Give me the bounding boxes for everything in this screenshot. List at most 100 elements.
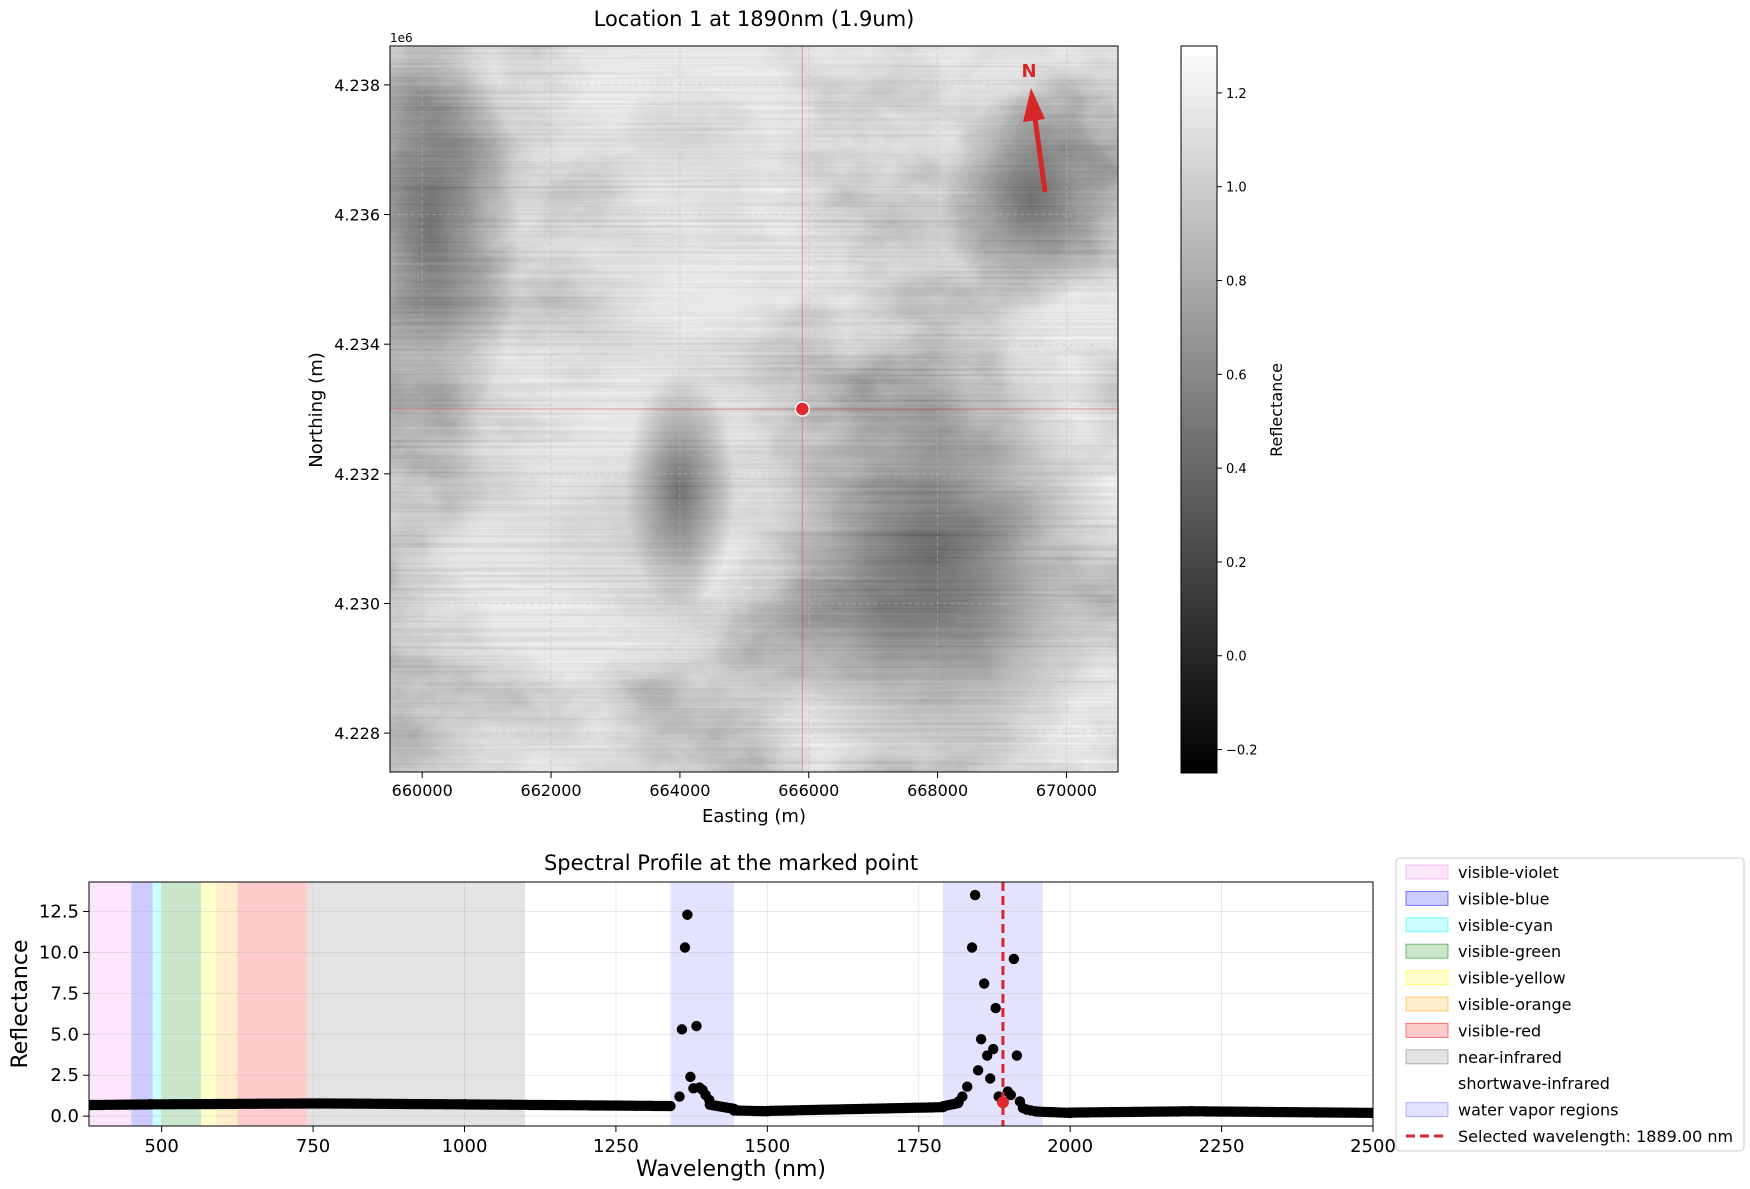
spectral-y-tick-label: 5.0	[50, 1024, 79, 1045]
region-visible-blue	[131, 882, 153, 1126]
map-y-ticks: 4.228 4.230 4.232 4.234 4.236 4.238	[334, 76, 390, 743]
spectral-point	[703, 1094, 715, 1105]
spectral-point	[1011, 1050, 1023, 1061]
legend-label: visible-violet	[1458, 863, 1559, 882]
map-frame	[389, 45, 1119, 773]
legend-label: visible-orange	[1458, 995, 1572, 1014]
spectral-point	[985, 1073, 996, 1084]
map-y-tick-label: 4.228	[334, 724, 380, 743]
region-visible-red	[237, 882, 308, 1126]
spectral-y-tick-label: 10.0	[39, 942, 79, 963]
map-x-tick-label: 670000	[1036, 781, 1097, 800]
legend-label: shortwave-infrared	[1458, 1074, 1610, 1093]
north-label: N	[1021, 61, 1036, 82]
spectral-x-tick-label: 750	[296, 1136, 330, 1157]
spectral-point	[981, 1050, 993, 1061]
spectral-x-tick-label: 500	[144, 1136, 178, 1157]
spectral-points	[89, 889, 1373, 1119]
map-x-tick-label: 664000	[649, 781, 710, 800]
colorbar-tick-label: 1.2	[1226, 87, 1247, 102]
spectral-ylabel: Reflectance	[8, 939, 33, 1068]
north-arrow: N	[1021, 61, 1048, 193]
spectral-point	[969, 889, 981, 901]
legend-swatch-near-infrared	[1405, 1049, 1449, 1065]
spectral-x-tick-label: 1500	[744, 1136, 790, 1157]
spectral-x-tick-label: 1750	[896, 1136, 942, 1157]
colorbar-tick-label: 0.6	[1226, 368, 1247, 383]
map-x-tick-label: 662000	[521, 781, 582, 800]
spectral-y-tick-label: 12.5	[39, 901, 79, 922]
spectral-y-tick-label: 7.5	[50, 983, 79, 1004]
spectral-point	[975, 1034, 987, 1045]
colorbar-tick-label: 0.4	[1226, 462, 1247, 477]
spectral-point	[682, 909, 693, 920]
colorbar-ticks: −0.2 0.0 0.2 0.4 0.6 0.8 1.0 1.2	[1217, 87, 1258, 759]
map-x-ticks: 660000 662000 664000 666000 668000 670000	[392, 772, 1097, 800]
map-ylabel: Northing (m)	[306, 352, 327, 467]
spectral-y-tick-label: 0.0	[50, 1106, 79, 1127]
legend-label: Selected wavelength: 1889.00 nm	[1458, 1127, 1733, 1146]
legend-box	[1395, 857, 1745, 1152]
selected-point	[996, 1096, 1009, 1109]
legend-swatch-visible-violet	[1405, 864, 1449, 880]
spectral-point	[966, 942, 978, 953]
legend-label: visible-yellow	[1458, 969, 1566, 988]
region-visible-violet	[89, 882, 132, 1126]
colorbar	[1180, 45, 1218, 774]
spectral-xlabel: Wavelength (nm)	[636, 1157, 826, 1182]
spectral-y-tick-label: 2.5	[50, 1065, 79, 1086]
region-visible-cyan	[152, 882, 162, 1126]
legend-swatch-water vapor regions	[1405, 1102, 1449, 1118]
spectral-x-tick-label: 1250	[593, 1136, 639, 1157]
marked-point	[794, 401, 811, 417]
north-arrow-shaft	[1032, 117, 1048, 193]
spectral-point	[1005, 1089, 1017, 1101]
legend-label: water vapor regions	[1458, 1101, 1619, 1120]
spectral-x-ticks: 500 750 1000 1250 1500 1750 2000 2250 2500	[144, 1126, 1396, 1157]
y-offset-label: 1e6	[390, 31, 413, 45]
spectral-point	[990, 1002, 1001, 1014]
legend-swatch-visible-red	[1405, 1022, 1449, 1038]
map-y-tick-label: 4.238	[334, 76, 380, 95]
map-x-tick-label: 666000	[778, 781, 839, 800]
colorbar-tick-label: −0.2	[1226, 744, 1258, 759]
colorbar-tick-label: 0.0	[1226, 650, 1247, 665]
map-x-tick-label: 660000	[392, 781, 453, 800]
map-y-tick-label: 4.232	[334, 465, 380, 484]
legend-label: visible-cyan	[1458, 916, 1553, 935]
spectral-point	[691, 1020, 702, 1032]
spectral-x-tick-label: 1000	[442, 1136, 488, 1157]
colorbar-label: Reflectance	[1267, 363, 1286, 457]
spectral-point	[978, 978, 990, 989]
spectral-point	[1367, 1107, 1373, 1119]
region-visible-green	[161, 882, 202, 1126]
legend-swatch-visible-blue	[1405, 890, 1449, 906]
spectral-point	[962, 1081, 973, 1092]
spectral-point	[1008, 953, 1020, 965]
spectral-point	[685, 1071, 696, 1083]
spectral-point	[972, 1065, 984, 1076]
map-xlabel: Easting (m)	[702, 806, 806, 827]
spectral-x-tick-label: 2250	[1199, 1136, 1245, 1157]
spectral-point	[676, 1024, 688, 1035]
spectral-title: Spectral Profile at the marked point	[544, 851, 918, 875]
map-title: Location 1 at 1890nm (1.9um)	[594, 7, 915, 31]
colorbar-tick-label: 0.2	[1226, 556, 1247, 571]
spectral-point	[957, 1091, 968, 1102]
map-x-tick-label: 668000	[907, 781, 968, 800]
map-grid	[390, 46, 1118, 772]
region-visible-yellow	[201, 882, 217, 1126]
legend-swatch-visible-orange	[1405, 996, 1449, 1012]
legend: visible-violet visible-blue visible-cyan vi…	[1395, 857, 1745, 1152]
legend-swatch-shortwave-infrared	[1406, 1076, 1448, 1090]
legend-label: visible-blue	[1458, 889, 1550, 908]
spectral-point	[665, 1100, 676, 1112]
colorbar-tick-label: 0.8	[1226, 275, 1247, 290]
spectral-y-ticks: 0.0 2.5 5.0 7.5 10.0 12.5	[39, 901, 89, 1127]
spectral-frame	[88, 881, 1374, 1127]
spectral-point	[674, 1091, 685, 1102]
legend-label: visible-red	[1458, 1021, 1541, 1040]
region-near-infrared	[307, 882, 526, 1126]
map-y-tick-label: 4.236	[334, 206, 380, 225]
